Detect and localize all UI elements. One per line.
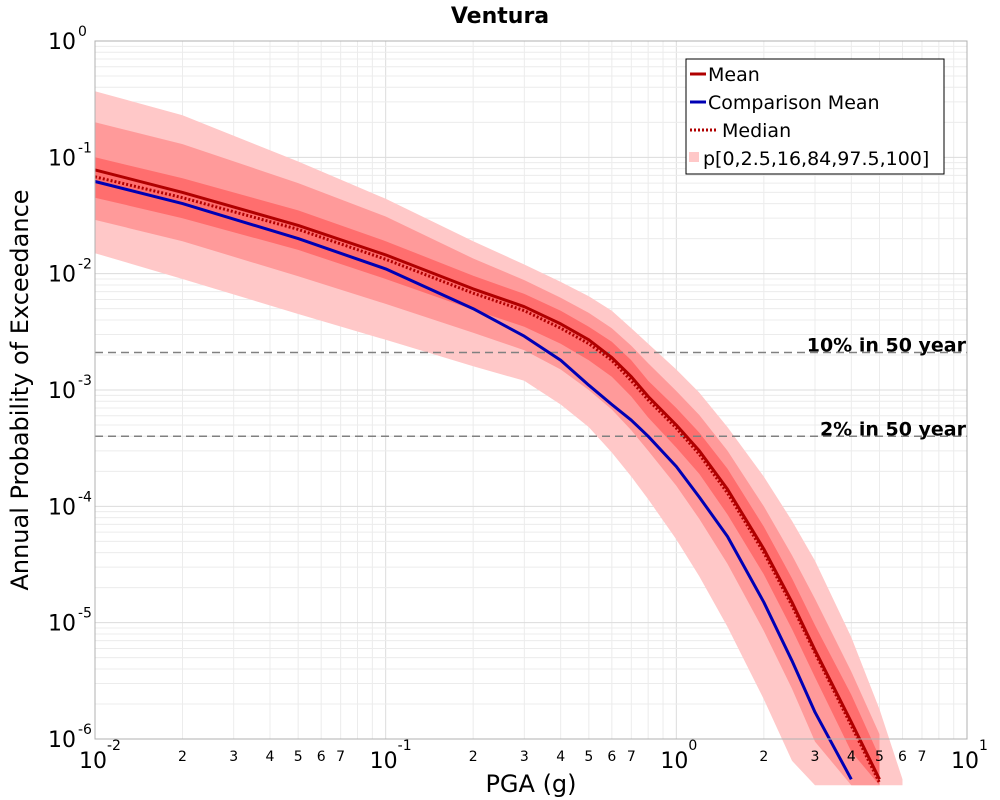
x-minor-tick-label: 3 (520, 749, 529, 765)
series-line-comparison-mean (94, 180, 853, 781)
x-tick-label: 10 (951, 749, 979, 774)
y-tick-label: 10 (48, 728, 76, 753)
x-minor-tick-label: 7 (918, 749, 927, 765)
y-tick-exponent: -1 (78, 140, 92, 156)
x-minor-tick-label: 2 (178, 749, 187, 765)
legend-label-comparison-mean: Comparison Mean (708, 92, 880, 114)
x-minor-tick-label: 6 (607, 749, 616, 765)
y-axis-label: Annual Probability of Exceedance (6, 189, 34, 590)
x-minor-tick-label: 6 (898, 749, 907, 765)
x-minor-tick-label: 3 (811, 749, 820, 765)
x-minor-tick-label: 7 (627, 749, 636, 765)
y-tick-label: 10 (48, 146, 76, 171)
legend-label-bands: p[0,2.5,16,84,97.5,100] (703, 148, 929, 170)
y-tick-exponent: -4 (78, 489, 92, 505)
y-tick-label: 10 (48, 612, 76, 637)
x-minor-tick-label: 2 (759, 749, 768, 765)
reference-line-label: 2% in 50 year (820, 418, 967, 440)
x-tick-label: 10 (370, 749, 398, 774)
y-tick-label: 10 (48, 30, 76, 55)
plot-frame (94, 40, 968, 740)
legend: Mean Comparison Mean Median p[0,2.5,16,8… (685, 58, 945, 175)
x-minor-tick-label: 6 (317, 749, 326, 765)
y-tick-exponent: -5 (78, 606, 92, 622)
x-minor-tick-label: 4 (556, 749, 565, 765)
x-minor-tick-label: 5 (294, 749, 303, 765)
x-minor-tick-label: 2 (469, 749, 478, 765)
y-tick-exponent: -6 (78, 722, 92, 738)
x-minor-tick-label: 5 (875, 749, 884, 765)
y-tick-exponent: -2 (78, 257, 92, 273)
x-minor-tick-label: 4 (847, 749, 856, 765)
reference-lines: 10% in 50 year 2% in 50 year (95, 335, 967, 440)
x-tick-exponent: -2 (107, 738, 121, 754)
series-line-median (94, 175, 881, 784)
x-minor-tick-label: 4 (266, 749, 275, 765)
x-tick-exponent: -1 (398, 738, 412, 754)
chart-title: Ventura (451, 4, 549, 29)
x-tick-label: 10 (660, 749, 688, 774)
legend-label-median: Median (722, 120, 791, 142)
percentile-band-inner (95, 157, 880, 786)
y-tick-label: 10 (48, 495, 76, 520)
series-line-mean (94, 168, 881, 780)
x-tick-exponent: 0 (688, 738, 697, 754)
y-tick-exponent: -3 (78, 373, 92, 389)
y-tick-label: 10 (48, 379, 76, 404)
x-tick-label: 10 (79, 749, 107, 774)
series-lines (94, 168, 881, 784)
legend-swatch-bands (689, 152, 699, 162)
x-axis-label: PGA (g) (485, 770, 576, 798)
legend-box (685, 58, 945, 175)
reference-line-label: 10% in 50 year (807, 335, 967, 357)
y-tick-exponent: 0 (78, 24, 87, 40)
x-tick-exponent: 1 (979, 738, 988, 754)
x-minor-tick-label: 5 (584, 749, 593, 765)
x-minor-tick-label: 3 (229, 749, 238, 765)
y-tick-label: 10 (48, 263, 76, 288)
x-minor-tick-label: 7 (336, 749, 345, 765)
legend-label-mean: Mean (708, 64, 760, 86)
